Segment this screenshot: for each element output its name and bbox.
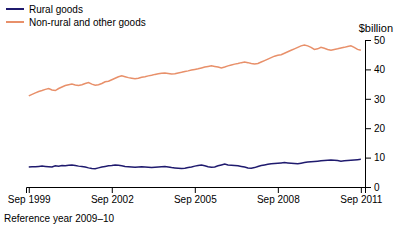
y-tick-mark bbox=[365, 187, 371, 188]
y-tick-label: 10 bbox=[374, 152, 386, 163]
y-tick-label: 20 bbox=[374, 123, 386, 134]
y-tick: 30 bbox=[365, 94, 386, 105]
y-tick: 0 bbox=[365, 182, 380, 193]
y-tick-label: 40 bbox=[374, 64, 386, 75]
x-tick-mark bbox=[112, 187, 113, 193]
x-tick: Sep 2002 bbox=[91, 187, 134, 205]
x-tick-label: Sep 2005 bbox=[174, 194, 217, 205]
y-tick-label: 0 bbox=[374, 182, 380, 193]
x-tick: Sep 2005 bbox=[174, 187, 217, 205]
y-tick: 20 bbox=[365, 123, 386, 134]
series-line bbox=[29, 45, 361, 96]
legend-label: Rural goods bbox=[29, 4, 83, 15]
x-tick-mark bbox=[278, 187, 279, 193]
y-tick-mark bbox=[365, 128, 371, 129]
legend-swatch bbox=[6, 8, 24, 10]
x-tick: Sep 1999 bbox=[8, 187, 51, 205]
x-tick: Sep 2008 bbox=[257, 187, 300, 205]
x-tick-label: Sep 2011 bbox=[340, 194, 383, 205]
y-tick: 50 bbox=[365, 35, 386, 46]
y-tick-mark bbox=[365, 69, 371, 70]
footer: Reference year 2009–10 bbox=[4, 213, 115, 224]
plot-lines bbox=[29, 45, 361, 169]
legend-item: Rural goods bbox=[6, 4, 83, 15]
legend: Rural goods Non-rural and other goods bbox=[6, 4, 146, 28]
x-axis: Sep 1999 Sep 2002 Sep 2005 Sep 2008 Sep 2011 bbox=[8, 187, 383, 205]
y-tick: 10 bbox=[365, 152, 386, 163]
x-tick-label: Sep 1999 bbox=[8, 194, 51, 205]
x-tick-mark bbox=[361, 187, 362, 193]
y-axis-label: $billion bbox=[359, 22, 393, 34]
x-tick-label: Sep 2008 bbox=[257, 194, 300, 205]
y-axis-line bbox=[366, 41, 372, 188]
y-tick-mark bbox=[365, 99, 371, 100]
y-tick: 40 bbox=[365, 64, 386, 75]
legend-swatch bbox=[6, 21, 24, 23]
x-tick-mark bbox=[195, 187, 196, 193]
legend-label: Non-rural and other goods bbox=[29, 17, 146, 28]
y-tick-label: 50 bbox=[374, 35, 386, 46]
y-axis: 0 10 20 30 40 50 bbox=[365, 35, 386, 193]
series-line bbox=[29, 159, 361, 168]
y-tick-mark bbox=[365, 158, 371, 159]
legend-item: Non-rural and other goods bbox=[6, 17, 146, 28]
x-axis-line bbox=[27, 188, 366, 194]
y-tick-label: 30 bbox=[374, 94, 386, 105]
chart: Sep 1999 Sep 2002 Sep 2005 Sep 2008 Sep 2011… bbox=[0, 0, 397, 227]
y-tick-mark bbox=[365, 40, 371, 41]
x-tick-mark bbox=[29, 187, 30, 193]
x-tick-label: Sep 2002 bbox=[91, 194, 134, 205]
